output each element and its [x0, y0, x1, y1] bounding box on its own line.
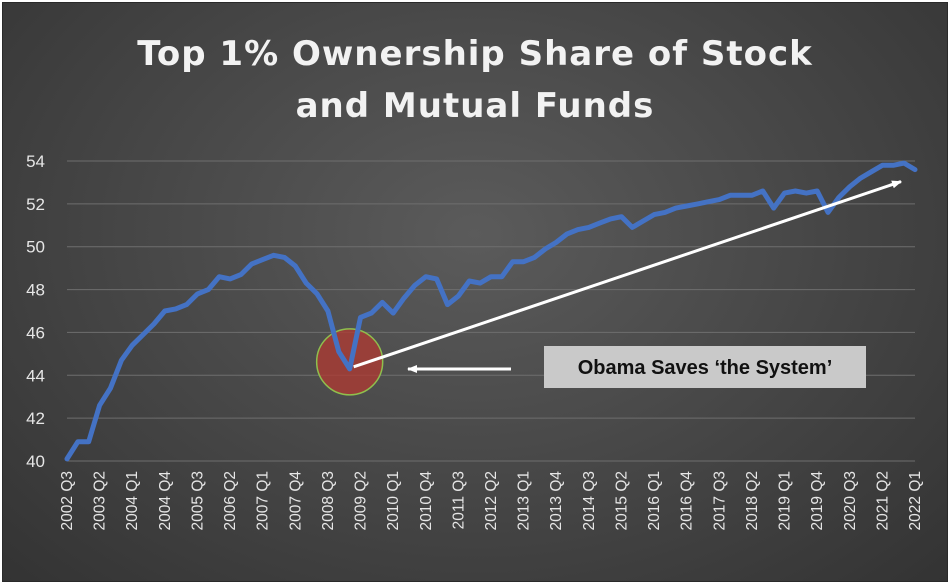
x-tick-label: 2010 Q1	[385, 471, 402, 530]
x-tick-label: 2007 Q1	[255, 471, 272, 530]
x-tick-label: 2020 Q3	[842, 471, 859, 530]
x-tick-label: 2012 Q2	[483, 471, 500, 530]
y-tick-label: 42	[26, 409, 45, 428]
y-tick-label: 50	[26, 238, 45, 257]
x-tick-label: 2013 Q1	[516, 471, 533, 530]
x-tick-label: 2022 Q1	[907, 471, 924, 530]
x-tick-label: 2004 Q4	[157, 471, 174, 531]
x-tick-label: 2004 Q1	[124, 471, 141, 530]
x-tick-label: 2007 Q4	[287, 471, 304, 531]
x-tick-label: 2002 Q3	[59, 471, 76, 530]
x-tick-label: 2009 Q2	[353, 471, 370, 530]
x-tick-label: 2006 Q2	[222, 471, 239, 530]
y-tick-label: 46	[26, 323, 45, 342]
gridlines	[67, 160, 915, 462]
x-tick-label: 2016 Q1	[646, 471, 663, 530]
x-tick-label: 2013 Q4	[548, 471, 565, 531]
x-tick-label: 2021 Q2	[874, 471, 891, 530]
x-tick-label: 2008 Q3	[320, 471, 337, 530]
x-tick-label: 2019 Q1	[777, 471, 794, 530]
y-tick-label: 52	[26, 195, 45, 214]
y-axis: 40 42 44 46 48 50 52 54	[26, 152, 45, 471]
callout-text: Obama Saves ‘the System’	[578, 357, 833, 379]
series-line	[64, 160, 918, 462]
trend-arrow	[353, 180, 902, 369]
x-axis: 2002 Q3 2003 Q2 2004 Q1 2004 Q4 2005 Q3 2006 …	[59, 471, 924, 531]
x-tick-label: 2017 Q3	[711, 471, 728, 530]
y-tick-label: 54	[26, 152, 45, 171]
y-tick-label: 48	[26, 281, 45, 300]
y-tick-label: 44	[26, 366, 45, 385]
callout-box	[544, 346, 866, 388]
x-tick-label: 2010 Q4	[418, 471, 435, 531]
series-layer	[64, 160, 918, 462]
x-tick-label: 2018 Q2	[744, 471, 761, 530]
x-tick-label: 2015 Q2	[613, 471, 630, 530]
x-tick-label: 2016 Q4	[679, 471, 696, 531]
chart-title-line-2: and Mutual Funds	[296, 86, 655, 126]
x-tick-label: 2005 Q3	[189, 471, 206, 530]
annotation-overlay: Obama Saves ‘the System’	[353, 180, 902, 388]
chart-title-line-1: Top 1% Ownership Share of Stock	[137, 34, 813, 74]
y-tick-label: 40	[26, 452, 45, 471]
line-chart: Top 1% Ownership Share of Stock and Mutu…	[26, 34, 924, 531]
x-tick-label: 2014 Q3	[581, 471, 598, 530]
x-tick-label: 2019 Q4	[809, 471, 826, 531]
x-tick-label: 2011 Q3	[450, 471, 467, 529]
x-tick-label: 2003 Q2	[92, 471, 109, 530]
